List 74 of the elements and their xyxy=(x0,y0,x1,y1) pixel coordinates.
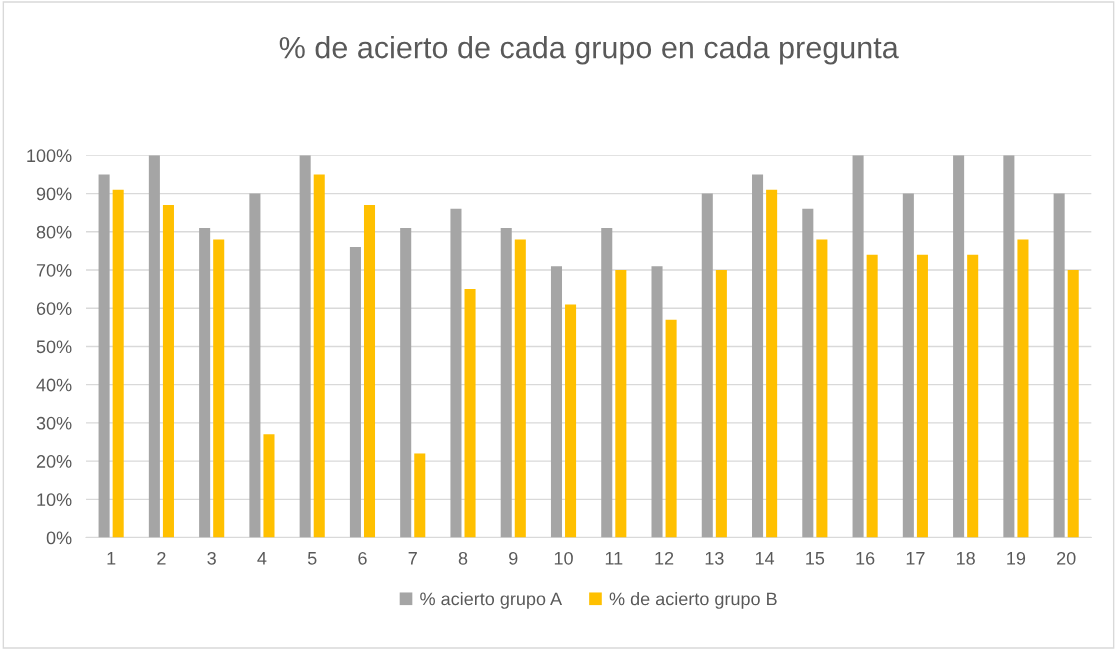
x-tick-label: 15 xyxy=(806,552,825,565)
y-tick-label: 20% xyxy=(36,455,72,468)
bar xyxy=(665,319,677,538)
bar xyxy=(450,208,462,538)
y-tick-label: 30% xyxy=(36,416,72,430)
bar xyxy=(148,155,160,538)
bar xyxy=(601,227,613,538)
bar xyxy=(1067,270,1079,538)
bar xyxy=(299,155,311,538)
x-tick-label: 8 xyxy=(458,551,468,565)
bar xyxy=(199,227,211,538)
bar xyxy=(514,239,526,538)
y-tick-label: 40% xyxy=(36,378,72,392)
x-tick-label: 19 xyxy=(1007,551,1026,565)
bar xyxy=(1053,193,1065,538)
x-tick-label: 3 xyxy=(207,551,216,565)
bar xyxy=(349,247,361,538)
bar xyxy=(249,193,261,538)
x-tick-label: 7 xyxy=(408,552,417,565)
x-tick-label: 9 xyxy=(509,551,518,565)
bar xyxy=(752,174,764,538)
bar xyxy=(313,174,325,538)
bar xyxy=(816,239,828,538)
bar xyxy=(902,193,914,538)
bar xyxy=(766,189,778,538)
y-tick-label: 100% xyxy=(27,149,72,163)
bar xyxy=(615,270,627,538)
y-tick-label: 50% xyxy=(36,340,72,354)
bar xyxy=(98,174,110,538)
bar xyxy=(715,270,727,538)
x-tick-label: 2 xyxy=(157,551,166,565)
bar xyxy=(400,227,412,538)
bar xyxy=(1003,155,1015,538)
bar xyxy=(112,189,124,538)
x-tick-label: 10 xyxy=(554,551,573,565)
bar xyxy=(464,289,476,538)
bar xyxy=(802,208,814,538)
bar xyxy=(1017,239,1029,538)
legend-label: % de acierto grupo B xyxy=(609,592,777,609)
bar xyxy=(916,254,928,538)
y-tick-label: 80% xyxy=(36,225,72,239)
bar xyxy=(701,193,713,538)
bar xyxy=(866,254,878,538)
bar xyxy=(550,266,563,538)
x-tick-label: 11 xyxy=(605,552,623,565)
bar xyxy=(263,434,275,538)
x-tick-label: 17 xyxy=(906,552,925,565)
bar xyxy=(363,205,376,538)
bar xyxy=(162,205,174,538)
bar xyxy=(651,266,663,538)
x-tick-label: 14 xyxy=(755,552,775,565)
y-tick-label: 90% xyxy=(36,187,72,201)
y-tick-label: 60% xyxy=(36,302,72,315)
bar xyxy=(213,239,225,538)
chart-title: % de acierto de cada grupo en cada pregunta xyxy=(279,35,899,65)
x-tick-label: 18 xyxy=(956,551,975,565)
bar xyxy=(565,304,577,538)
x-tick-label: 16 xyxy=(856,551,875,565)
x-tick-label: 1 xyxy=(107,552,116,565)
bar xyxy=(500,227,512,538)
bar xyxy=(852,155,864,538)
bar xyxy=(414,453,426,538)
x-tick-label: 20 xyxy=(1057,551,1076,565)
legend-label: % acierto grupo A xyxy=(420,592,563,609)
bar xyxy=(953,155,965,538)
x-tick-label: 12 xyxy=(655,551,674,565)
bar xyxy=(967,254,979,538)
x-tick-label: 4 xyxy=(257,552,267,565)
x-tick-label: 6 xyxy=(358,551,367,565)
y-tick-label: 70% xyxy=(36,263,72,277)
x-tick-label: 5 xyxy=(307,552,317,565)
y-tick-label: 0% xyxy=(46,531,72,545)
y-tick-label: 10% xyxy=(37,493,72,507)
x-tick-label: 13 xyxy=(705,551,724,565)
